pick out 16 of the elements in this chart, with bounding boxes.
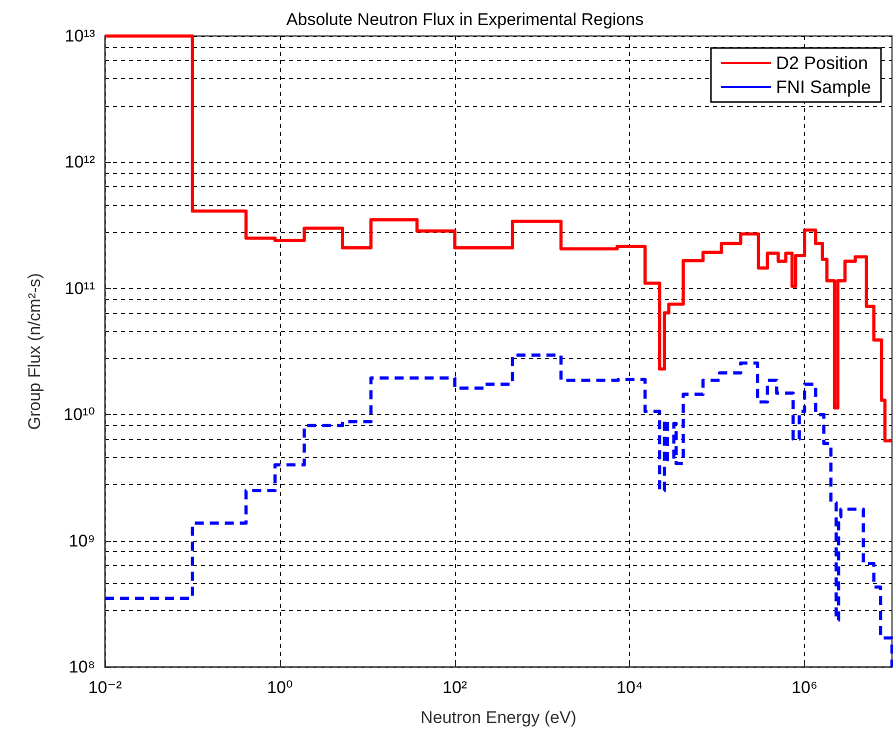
x-tick-label: 10⁶ [792, 678, 818, 697]
x-tick-label: 10⁰ [267, 678, 293, 697]
x-tick-label: 10⁴ [616, 678, 643, 697]
chart-title: Absolute Neutron Flux in Experimental Regions [286, 10, 644, 29]
y-tick-label: 10¹⁰ [64, 405, 96, 424]
x-tick-label: 10⁻² [88, 678, 122, 697]
x-tick-label: 10² [442, 678, 468, 697]
y-axis-title: Group Flux (n/cm²-s) [25, 273, 44, 430]
y-tick-label: 10¹² [64, 152, 96, 172]
legend-label: FNI Sample [776, 77, 872, 97]
x-axis-title: Neutron Energy (eV) [420, 708, 576, 727]
legend-label: D2 Position [776, 53, 868, 73]
y-tick-label: 10⁹ [68, 531, 95, 550]
y-tick-label: 10¹³ [64, 26, 96, 46]
y-tick-label: 10⁸ [68, 658, 95, 676]
y-tick-label: 10¹¹ [64, 278, 96, 298]
